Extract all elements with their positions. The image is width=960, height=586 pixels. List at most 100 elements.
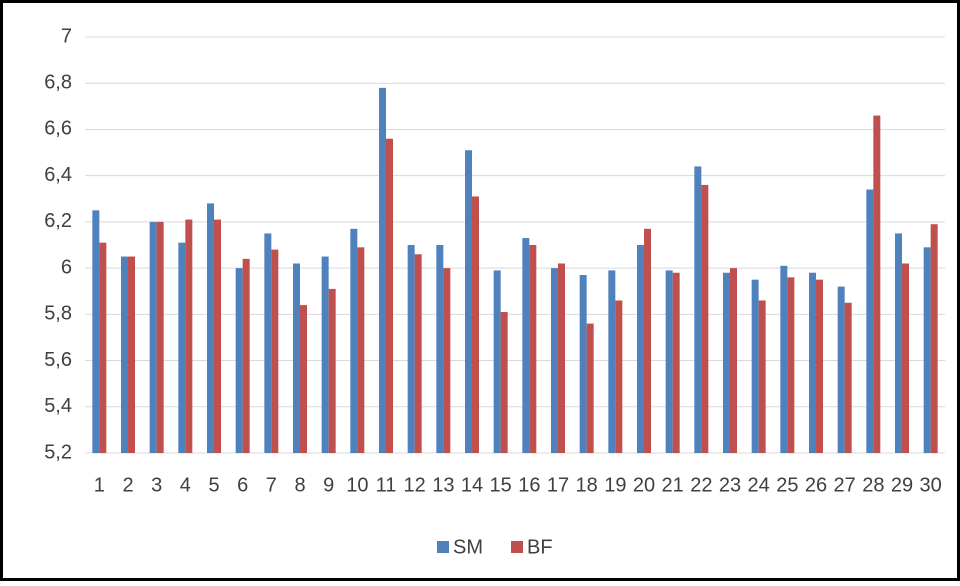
x-tick-label: 17 bbox=[547, 474, 569, 496]
x-tick-label: 10 bbox=[346, 474, 368, 496]
bar bbox=[465, 150, 472, 453]
bar bbox=[608, 270, 616, 453]
bar bbox=[672, 272, 680, 453]
bar bbox=[930, 224, 938, 453]
bar bbox=[694, 166, 702, 453]
bar bbox=[615, 300, 623, 453]
bar bbox=[844, 302, 852, 453]
legend-swatch bbox=[437, 541, 449, 553]
bar bbox=[235, 268, 243, 453]
bar bbox=[328, 288, 336, 453]
bar bbox=[558, 263, 565, 453]
bar bbox=[436, 245, 444, 453]
bar bbox=[472, 196, 479, 453]
bar bbox=[751, 279, 759, 453]
bar bbox=[242, 258, 250, 453]
bar bbox=[837, 286, 845, 453]
bar bbox=[321, 256, 329, 453]
x-tick-label: 11 bbox=[376, 474, 397, 496]
x-tick-label: 2 bbox=[122, 474, 133, 496]
bar bbox=[128, 256, 135, 453]
bar bbox=[149, 221, 157, 453]
x-tick-label: 30 bbox=[920, 474, 942, 496]
bar bbox=[873, 115, 881, 454]
bar bbox=[787, 277, 795, 453]
bar bbox=[156, 221, 164, 453]
x-tick-label: 20 bbox=[633, 474, 655, 496]
legend-swatch bbox=[511, 541, 523, 553]
bar bbox=[386, 138, 393, 453]
x-tick-label: 8 bbox=[294, 474, 305, 496]
x-tick-label: 12 bbox=[404, 474, 426, 496]
x-tick-label: 5 bbox=[208, 474, 219, 496]
bar bbox=[529, 245, 537, 453]
bar bbox=[701, 184, 709, 453]
x-tick-label: 18 bbox=[576, 474, 598, 496]
bar bbox=[500, 312, 508, 453]
bar bbox=[644, 228, 651, 453]
y-tick-label: 6 bbox=[61, 256, 72, 278]
legend-label: BF bbox=[527, 536, 553, 558]
bar bbox=[780, 265, 788, 453]
bar bbox=[379, 87, 386, 453]
x-tick-label: 1 bbox=[94, 474, 105, 496]
bar bbox=[493, 270, 501, 453]
x-tick-label: 22 bbox=[690, 474, 712, 496]
y-tick-label: 5,6 bbox=[44, 349, 72, 371]
bar bbox=[866, 189, 874, 454]
x-tick-label: 7 bbox=[266, 474, 277, 496]
y-tick-label: 5,2 bbox=[44, 441, 72, 463]
bar bbox=[350, 228, 358, 453]
bar bbox=[665, 270, 673, 453]
bar bbox=[92, 210, 100, 453]
x-tick-label: 26 bbox=[805, 474, 827, 496]
bar bbox=[264, 233, 272, 453]
x-tick-label: 13 bbox=[432, 474, 454, 496]
y-tick-label: 7 bbox=[61, 25, 72, 47]
bar bbox=[300, 305, 307, 453]
bar bbox=[522, 238, 530, 453]
bar bbox=[414, 254, 422, 453]
bar bbox=[758, 300, 766, 453]
bar bbox=[443, 268, 451, 453]
bar bbox=[551, 268, 558, 453]
bar bbox=[185, 219, 193, 453]
x-tick-label: 25 bbox=[776, 474, 798, 496]
bar bbox=[579, 275, 587, 453]
bar bbox=[730, 268, 737, 453]
y-tick-label: 6,6 bbox=[44, 118, 72, 140]
bar bbox=[809, 272, 816, 453]
y-tick-label: 6,8 bbox=[44, 72, 72, 94]
legend-label: SM bbox=[453, 536, 483, 558]
x-tick-label: 28 bbox=[862, 474, 884, 496]
bar bbox=[207, 203, 214, 453]
y-tick-label: 6,2 bbox=[44, 210, 72, 232]
y-tick-label: 6,4 bbox=[44, 164, 72, 186]
y-tick-label: 5,4 bbox=[44, 395, 72, 417]
bar bbox=[407, 245, 415, 453]
bar bbox=[723, 272, 730, 453]
x-tick-label: 21 bbox=[662, 474, 684, 496]
bar bbox=[923, 247, 931, 453]
x-tick-label: 23 bbox=[719, 474, 741, 496]
bar bbox=[357, 247, 365, 453]
x-tick-label: 15 bbox=[490, 474, 512, 496]
bar bbox=[99, 242, 107, 453]
bar bbox=[586, 323, 594, 453]
x-tick-label: 27 bbox=[834, 474, 856, 496]
x-tick-label: 29 bbox=[891, 474, 913, 496]
bar bbox=[895, 233, 902, 453]
bar bbox=[637, 245, 644, 453]
x-tick-label: 6 bbox=[237, 474, 248, 496]
x-tick-label: 9 bbox=[323, 474, 334, 496]
y-tick-label: 5,8 bbox=[44, 303, 72, 325]
x-tick-label: 24 bbox=[748, 474, 770, 496]
x-tick-label: 14 bbox=[461, 474, 483, 496]
x-tick-label: 4 bbox=[180, 474, 191, 496]
bar bbox=[902, 263, 909, 453]
bar bbox=[178, 242, 186, 453]
bar bbox=[214, 219, 221, 453]
bar bbox=[293, 263, 300, 453]
bar bbox=[816, 279, 823, 453]
